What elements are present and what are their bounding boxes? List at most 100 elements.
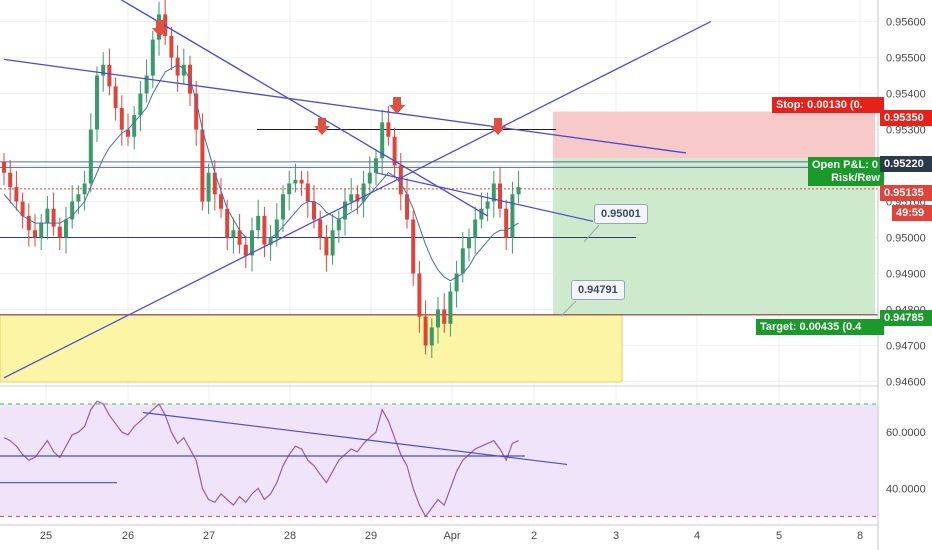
rsi-tick-label: 40.0000 — [886, 483, 926, 495]
candle-body — [324, 237, 329, 256]
candle-body — [405, 194, 409, 220]
candle-body — [237, 230, 242, 245]
stop-tag[interactable]: Stop: 0.00130 (0. — [772, 97, 884, 113]
candle-body — [225, 208, 230, 238]
candle-body — [88, 129, 93, 184]
candle-body — [206, 172, 211, 202]
candle-body — [281, 194, 285, 220]
candle-body — [355, 194, 360, 202]
price-tick-label: 0.94700 — [886, 340, 926, 352]
candle-body — [448, 291, 453, 324]
candle-body — [473, 219, 478, 238]
x-tick-label: 26 — [122, 530, 134, 542]
candle-body — [2, 161, 6, 173]
callout-pointer — [560, 300, 577, 317]
candle-body — [498, 183, 502, 209]
candle-body — [219, 194, 223, 209]
price-tick-label: 0.94900 — [886, 268, 926, 280]
candle-body — [82, 183, 87, 195]
candle-body — [51, 208, 56, 227]
target-tag[interactable]: Target: 0.00435 (0.4 — [756, 319, 884, 335]
candle-body — [262, 215, 267, 245]
candle-body — [336, 219, 341, 231]
candle-body — [268, 237, 273, 245]
candle-body — [95, 75, 99, 130]
rsi-panel — [0, 385, 878, 518]
candle-body — [423, 316, 428, 346]
x-tick-label: 29 — [365, 530, 377, 542]
candle-body — [436, 309, 440, 328]
candle-body — [64, 219, 68, 238]
candle-body — [274, 219, 279, 238]
candle-body — [107, 64, 112, 87]
rsi-band — [0, 404, 878, 517]
candle-body — [504, 208, 509, 238]
stop-price-tag: 0.95350 — [880, 110, 932, 126]
candle-body — [132, 115, 137, 137]
candle-body — [181, 64, 186, 76]
candle-body — [305, 183, 310, 202]
stop-zone — [553, 111, 875, 159]
candle-body — [491, 183, 496, 202]
candle-body — [45, 208, 50, 224]
price-tick-label: 0.95300 — [886, 125, 926, 137]
candle-body — [33, 230, 37, 238]
x-tick-label: 4 — [694, 530, 700, 542]
candle-body — [287, 183, 292, 195]
candle-body — [411, 219, 416, 274]
trendlines-layer[interactable] — [3, 0, 712, 379]
candle-body — [57, 226, 62, 238]
candle-body — [429, 327, 434, 346]
price-callout-94791[interactable]: 0.94791 — [571, 280, 625, 300]
price-tick-label: 0.95500 — [886, 53, 926, 65]
trendline — [120, 0, 488, 217]
candle-body — [417, 273, 422, 317]
x-tick-label: 2 — [531, 530, 537, 542]
candle-body — [39, 223, 44, 238]
candle-body — [330, 230, 335, 256]
trendline — [3, 58, 687, 154]
risk-reward-tag[interactable]: Risk/Rew — [808, 170, 884, 186]
candle-body — [144, 75, 149, 94]
arrows-layer — [152, 20, 600, 317]
candle-body — [516, 187, 521, 195]
open-pl-tag[interactable]: Open P&L: 0 — [808, 157, 884, 173]
callout-pointer — [583, 224, 600, 243]
candle-body — [26, 215, 31, 231]
candle-body — [510, 194, 515, 238]
rsi-line — [3, 400, 519, 518]
support-zone — [0, 314, 623, 383]
candle-body — [299, 179, 304, 184]
x-tick-label: 8 — [857, 530, 863, 542]
candle-body — [70, 201, 75, 220]
candles-layer — [2, 0, 521, 359]
price-callout-95001[interactable]: 0.95001 — [594, 204, 648, 224]
candle-body — [113, 86, 118, 108]
candle-body — [454, 273, 459, 292]
candle-body — [169, 35, 174, 58]
zones-layer — [0, 111, 875, 383]
candle-body — [374, 158, 378, 173]
countdown-tag: 49:59 — [892, 205, 932, 221]
moving-average-line — [3, 64, 519, 282]
candle-body — [467, 237, 471, 249]
trendline — [3, 21, 712, 379]
candle-body — [76, 194, 81, 202]
moving-average-layer — [3, 64, 519, 282]
price-tick-label: 0.94600 — [886, 376, 926, 388]
candle-body — [398, 165, 403, 195]
candle-body — [293, 179, 298, 184]
candle-body — [256, 215, 261, 231]
open-price-tag: 0.95220 — [880, 156, 932, 172]
candle-body — [231, 230, 236, 238]
candle-body — [386, 122, 391, 137]
rsi-trendline — [142, 411, 568, 466]
price-tick-label: 0.95400 — [886, 89, 926, 101]
candle-body — [349, 194, 354, 202]
price-tick-label: 0.95600 — [886, 17, 926, 29]
x-tick-label: 5 — [776, 530, 782, 542]
candle-body — [138, 93, 143, 116]
x-tick-label: 27 — [203, 530, 215, 542]
